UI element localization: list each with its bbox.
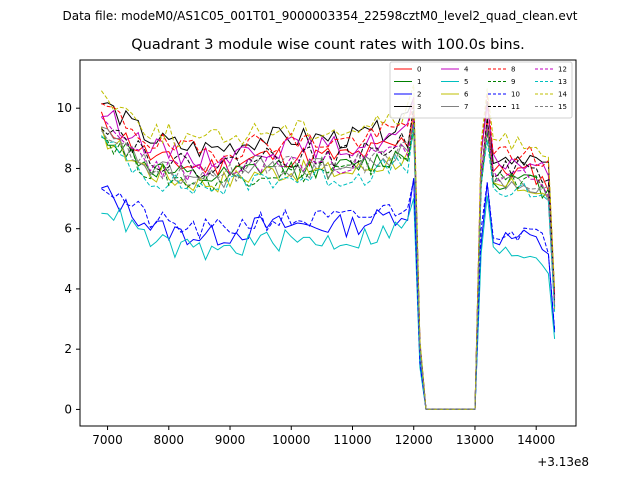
axes-frame bbox=[79, 59, 577, 427]
x-tick-label: 10000 bbox=[272, 433, 310, 447]
x-tick-label: 12000 bbox=[395, 433, 433, 447]
legend-label-15: 15 bbox=[558, 103, 567, 111]
chart-title: Quadrant 3 module wise count rates with … bbox=[131, 37, 525, 53]
legend-label-3: 3 bbox=[417, 103, 421, 111]
y-tick-label: 8 bbox=[64, 161, 72, 175]
series-line-6 bbox=[100, 118, 556, 410]
figure-suptitle: Data file: modeM0/AS1C05_001T01_90000033… bbox=[62, 9, 577, 23]
legend-label-4: 4 bbox=[464, 66, 469, 74]
series-line-10 bbox=[101, 179, 556, 410]
series-line-12 bbox=[101, 116, 556, 410]
legend-label-1: 1 bbox=[417, 78, 421, 86]
legend-label-11: 11 bbox=[511, 103, 520, 111]
x-tick-label: 7000 bbox=[92, 433, 123, 447]
x-tick-label: 9000 bbox=[215, 433, 246, 447]
series-line-13 bbox=[101, 125, 556, 410]
series-line-15 bbox=[100, 126, 556, 410]
x-tick-label: 14000 bbox=[517, 433, 555, 447]
legend-label-6: 6 bbox=[464, 91, 469, 99]
x-tick-label: 13000 bbox=[456, 433, 494, 447]
y-tick-label: 4 bbox=[64, 282, 72, 296]
y-tick-label: 2 bbox=[64, 342, 72, 356]
y-tick-label: 6 bbox=[64, 222, 72, 236]
legend-label-0: 0 bbox=[417, 66, 421, 74]
legend-label-9: 9 bbox=[511, 78, 515, 86]
x-tick-label: 8000 bbox=[154, 433, 185, 447]
series-line-8 bbox=[101, 93, 556, 410]
series-line-1 bbox=[100, 126, 556, 410]
legend-label-2: 2 bbox=[417, 91, 421, 99]
legend-label-14: 14 bbox=[558, 91, 567, 99]
series-line-2 bbox=[101, 178, 556, 410]
legend-label-7: 7 bbox=[464, 103, 468, 111]
legend-label-5: 5 bbox=[464, 78, 468, 86]
x-axis-offset-label: +3.13e8 bbox=[537, 455, 589, 469]
y-tick-label: 10 bbox=[57, 101, 72, 115]
series-lines bbox=[100, 84, 556, 410]
legend-box bbox=[389, 61, 573, 119]
legend-label-10: 10 bbox=[511, 91, 520, 99]
series-line-5 bbox=[101, 195, 556, 410]
y-tick-label: 0 bbox=[64, 402, 72, 416]
x-tick-label: 11000 bbox=[333, 433, 371, 447]
legend-label-12: 12 bbox=[558, 66, 567, 74]
plot-area: 7000 8000 9000 10000 11000 12000 13000 14000 0 2 4… bbox=[57, 59, 577, 447]
y-axis-ticks: 0 2 4 6 8 10 bbox=[57, 101, 80, 416]
series-line-3 bbox=[101, 98, 556, 410]
legend-label-8: 8 bbox=[511, 66, 515, 74]
legend-label-13: 13 bbox=[558, 78, 567, 86]
series-line-14 bbox=[100, 84, 556, 410]
x-axis-ticks: 7000 8000 9000 10000 11000 12000 13000 14000 bbox=[92, 426, 555, 447]
